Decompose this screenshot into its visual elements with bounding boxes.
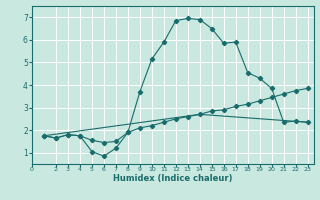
X-axis label: Humidex (Indice chaleur): Humidex (Indice chaleur) — [113, 174, 233, 183]
